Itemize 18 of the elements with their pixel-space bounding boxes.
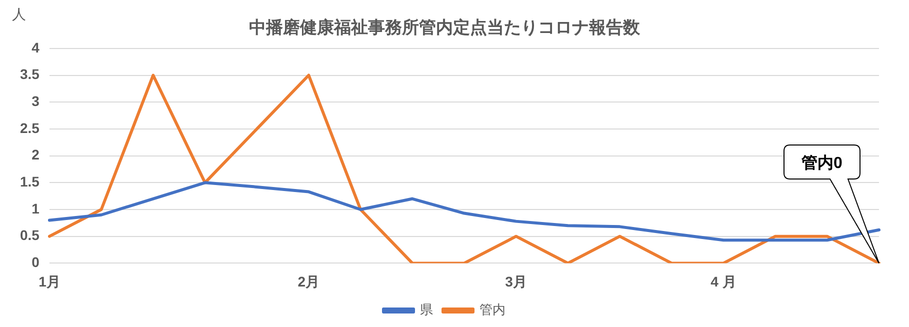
x-tick-label: 4 月: [710, 273, 736, 290]
y-tick-label: 3: [32, 92, 40, 109]
annotation: 管内0: [800, 154, 843, 172]
y-tick-label: 1.5: [20, 174, 40, 190]
y-tick-label: 1: [32, 200, 40, 216]
y-tick-label: 3.5: [20, 66, 40, 82]
chart-title: 中播磨健康福祉事務所管内定点当たりコロナ報告数: [249, 18, 641, 37]
y-axis-title: 人: [12, 6, 26, 22]
x-tick-label: 2月: [298, 273, 320, 290]
y-tick-label: 4: [32, 39, 40, 56]
y-tick-label: 2: [32, 146, 40, 163]
x-tick-label: 3月: [505, 273, 527, 290]
y-tick-label: 0.5: [20, 227, 40, 244]
y-tick-label: 0: [32, 254, 40, 270]
legend-label: 管内: [480, 302, 506, 318]
legend-label: 県: [420, 302, 433, 318]
y-tick-label: 2.5: [20, 120, 40, 136]
x-tick-label: 1月: [38, 273, 60, 290]
